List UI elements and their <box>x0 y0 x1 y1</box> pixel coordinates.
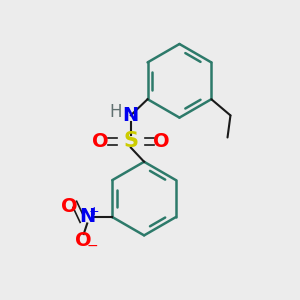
Text: H: H <box>109 103 122 121</box>
Text: S: S <box>123 131 138 151</box>
Text: O: O <box>75 231 92 250</box>
Text: O: O <box>92 132 108 151</box>
Text: N: N <box>123 106 139 125</box>
Text: −: − <box>86 239 98 253</box>
Text: O: O <box>154 132 170 151</box>
Text: N: N <box>79 208 95 226</box>
Text: +: + <box>88 205 99 218</box>
Text: O: O <box>61 197 78 216</box>
